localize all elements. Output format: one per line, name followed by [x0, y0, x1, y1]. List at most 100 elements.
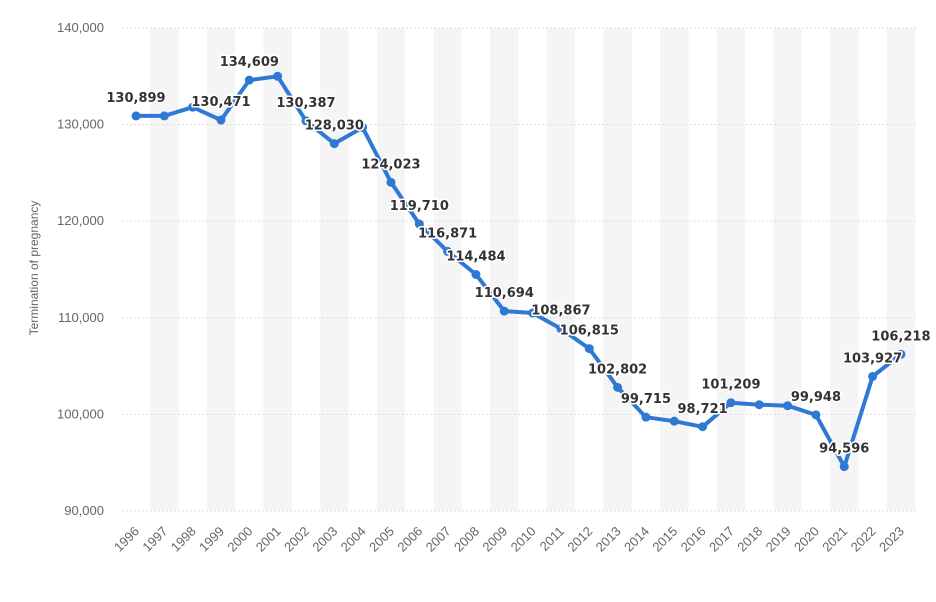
data-point[interactable]	[669, 416, 679, 426]
data-point[interactable]	[471, 269, 481, 279]
x-tick-label: 2006	[394, 524, 425, 555]
data-point[interactable]	[386, 177, 396, 187]
x-axis: 1996199719981999200020012002200320042005…	[111, 524, 907, 555]
column-bands	[150, 28, 916, 511]
x-tick-label: 2021	[819, 524, 850, 555]
data-label: 94,596	[819, 442, 869, 457]
data-point[interactable]	[754, 400, 764, 410]
x-tick-label: 2017	[706, 524, 737, 555]
data-point[interactable]	[698, 422, 708, 432]
x-tick-label: 2001	[253, 524, 284, 555]
data-point[interactable]	[358, 122, 368, 132]
y-tick-label: 100,000	[57, 406, 104, 421]
data-label: 114,484	[446, 249, 505, 264]
data-label: 134,609	[220, 55, 279, 70]
x-tick-label: 1998	[168, 524, 199, 555]
y-tick-label: 90,000	[64, 503, 104, 518]
column-band	[263, 28, 292, 511]
column-band	[716, 28, 746, 511]
gridlines	[122, 27, 918, 512]
x-tick-label: 2019	[763, 524, 794, 555]
x-tick-label: 1996	[111, 524, 142, 555]
data-label: 98,721	[678, 402, 728, 417]
x-tick-label: 2010	[508, 524, 539, 555]
data-point[interactable]	[329, 139, 339, 149]
x-tick-label: 1997	[139, 524, 170, 555]
x-tick-label: 2012	[564, 524, 595, 555]
data-point[interactable]	[273, 71, 283, 81]
x-tick-label: 2008	[451, 524, 482, 555]
data-point[interactable]	[896, 349, 906, 359]
x-tick-label: 2022	[848, 524, 879, 555]
x-tick-label: 1999	[196, 524, 227, 555]
column-band	[320, 28, 349, 511]
x-tick-label: 2018	[734, 524, 765, 555]
data-point[interactable]	[301, 116, 311, 126]
x-tick-label: 2005	[366, 524, 397, 555]
x-tick-label: 2013	[593, 524, 624, 555]
data-label: 99,715	[621, 392, 671, 407]
x-tick-label: 2002	[281, 524, 312, 555]
y-tick-label: 140,000	[57, 20, 104, 35]
data-point[interactable]	[726, 398, 736, 408]
data-point[interactable]	[556, 324, 566, 334]
data-point[interactable]	[584, 344, 594, 354]
x-tick-label: 2020	[791, 524, 822, 555]
data-label: 128,030	[305, 119, 364, 134]
x-tick-label: 2009	[479, 524, 510, 555]
data-label: 101,209	[701, 378, 760, 393]
column-band	[546, 28, 576, 511]
data-point[interactable]	[188, 102, 198, 112]
column-band	[376, 28, 406, 511]
data-labels: 130,899 130,471 134,609 130,387 128,030 124,0…	[105, 54, 932, 459]
column-band	[886, 28, 916, 511]
data-label: 130,899	[106, 91, 165, 106]
series-line	[134, 74, 903, 469]
data-point[interactable]	[244, 75, 254, 85]
data-label: 103,927	[843, 351, 902, 366]
data-label: 110,694	[475, 286, 534, 301]
column-band	[490, 28, 519, 511]
data-point[interactable]	[528, 308, 538, 318]
data-label: 116,871	[418, 226, 477, 241]
column-band	[603, 28, 632, 511]
data-point[interactable]	[811, 410, 821, 420]
data-point[interactable]	[499, 306, 509, 316]
data-point[interactable]	[414, 219, 424, 229]
y-axis: 90,000 100,000 110,000 120,000 130,000 140,00…	[57, 20, 104, 518]
data-point[interactable]	[641, 412, 651, 422]
data-label: 106,218	[871, 329, 930, 344]
data-label: 102,802	[588, 362, 647, 377]
x-tick-label: 2014	[621, 524, 652, 555]
data-label: 106,815	[560, 324, 619, 339]
data-label: 108,867	[531, 304, 590, 319]
data-point[interactable]	[613, 382, 623, 392]
x-tick-label: 2000	[224, 524, 255, 555]
x-tick-label: 2015	[649, 524, 680, 555]
column-band	[660, 28, 689, 511]
data-point[interactable]	[216, 115, 226, 125]
data-point[interactable]	[131, 111, 141, 121]
y-axis-label: Termination of pregnancy	[27, 201, 41, 336]
x-tick-label: 2007	[423, 524, 454, 555]
x-tick-label: 2023	[876, 524, 907, 555]
data-point[interactable]	[839, 462, 849, 472]
data-label: 130,471	[191, 95, 250, 110]
y-tick-label: 110,000	[58, 310, 104, 325]
column-band	[773, 28, 802, 511]
data-point[interactable]	[783, 401, 793, 411]
data-label: 99,948	[791, 390, 841, 405]
data-point[interactable]	[868, 371, 878, 381]
column-band	[433, 28, 462, 511]
data-point[interactable]	[443, 246, 453, 256]
data-label: 124,023	[361, 157, 420, 172]
y-tick-label: 130,000	[57, 117, 104, 132]
x-tick-label: 2003	[309, 524, 340, 555]
data-points	[131, 71, 906, 472]
x-tick-label: 2011	[537, 524, 567, 554]
data-point[interactable]	[159, 111, 169, 121]
data-label: 130,387	[276, 96, 335, 111]
x-tick-label: 2004	[338, 524, 369, 555]
x-tick-label: 2016	[678, 524, 709, 555]
